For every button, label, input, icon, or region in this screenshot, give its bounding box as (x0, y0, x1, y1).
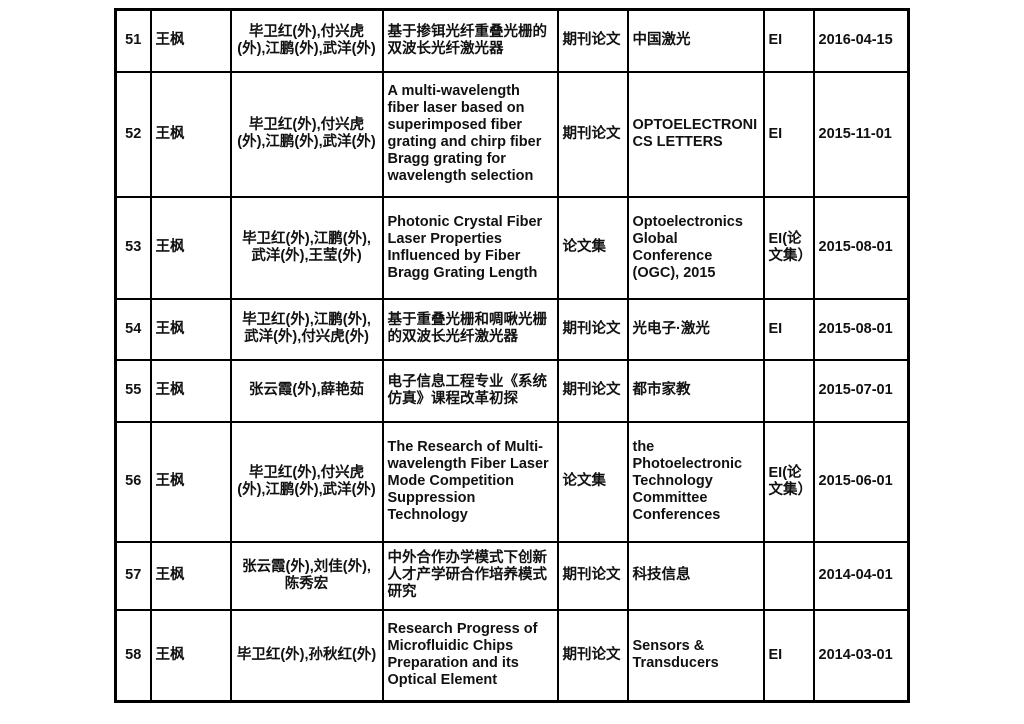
cell-coauthors: 毕卫红(外),付兴虎(外),江鹏(外),武洋(外) (229, 420, 384, 543)
table-row: 55 王枫 张云霞(外),薛艳茹 电子信息工程专业《系统仿真》课程改革初探 期刊… (114, 358, 910, 423)
cell-index-flag: EI (762, 8, 815, 73)
table-row: 53 王枫 毕卫红(外),江鹏(外),武洋(外),王莹(外) Photonic … (114, 195, 910, 300)
cell-teacher-name: 王枫 (149, 540, 232, 611)
cell-coauthors: 毕卫红(外),江鹏(外),武洋(外),王莹(外) (229, 195, 384, 300)
cell-journal-name: 科技信息 (626, 540, 765, 611)
cell-paper-title: 基于掺铒光纤重叠光栅的双波长光纤激光器 (381, 8, 559, 73)
cell-index-flag (762, 358, 815, 423)
cell-row-number: 57 (114, 540, 152, 611)
cell-publication-type: 论文集 (556, 195, 629, 300)
cell-row-number: 55 (114, 358, 152, 423)
table-row: 57 王枫 张云霞(外),刘佳(外),陈秀宏 中外合作办学模式下创新人才产学研合… (114, 540, 910, 611)
cell-paper-title: 电子信息工程专业《系统仿真》课程改革初探 (381, 358, 559, 423)
cell-publish-date: 2014-04-01 (812, 540, 910, 611)
cell-coauthors: 张云霞(外),薛艳茹 (229, 358, 384, 423)
cell-teacher-name: 王枫 (149, 8, 232, 73)
publications-table-body: 51 王枫 毕卫红(外),付兴虎(外),江鹏(外),武洋(外) 基于掺铒光纤重叠… (114, 8, 910, 703)
cell-publication-type: 期刊论文 (556, 358, 629, 423)
cell-publication-type: 期刊论文 (556, 8, 629, 73)
table-row: 54 王枫 毕卫红(外),江鹏(外),武洋(外),付兴虎(外) 基于重叠光栅和啁… (114, 297, 910, 361)
cell-coauthors: 张云霞(外),刘佳(外),陈秀宏 (229, 540, 384, 611)
cell-index-flag: EI(论文集） (762, 420, 815, 543)
cell-paper-title: A multi-wavelength fiber laser based on … (381, 70, 559, 198)
cell-publish-date: 2015-11-01 (812, 70, 910, 198)
cell-index-flag: EI(论文集） (762, 195, 815, 300)
cell-teacher-name: 王枫 (149, 358, 232, 423)
cell-publication-type: 期刊论文 (556, 608, 629, 703)
cell-journal-name: 光电子·激光 (626, 297, 765, 361)
cell-index-flag: EI (762, 608, 815, 703)
cell-row-number: 56 (114, 420, 152, 543)
cell-journal-name: Optoelectronics Global Conference (OGC),… (626, 195, 765, 300)
cell-publish-date: 2015-08-01 (812, 195, 910, 300)
cell-journal-name: the Photoelectronic Technology Committee… (626, 420, 765, 543)
table-row: 51 王枫 毕卫红(外),付兴虎(外),江鹏(外),武洋(外) 基于掺铒光纤重叠… (114, 8, 910, 73)
cell-teacher-name: 王枫 (149, 195, 232, 300)
cell-publish-date: 2016-04-15 (812, 8, 910, 73)
cell-coauthors: 毕卫红(外),付兴虎(外),江鹏(外),武洋(外) (229, 8, 384, 73)
cell-index-flag: EI (762, 70, 815, 198)
cell-index-flag: EI (762, 297, 815, 361)
cell-journal-name: 中国激光 (626, 8, 765, 73)
cell-teacher-name: 王枫 (149, 608, 232, 703)
cell-publication-type: 期刊论文 (556, 70, 629, 198)
cell-paper-title: 基于重叠光栅和啁啾光栅的双波长光纤激光器 (381, 297, 559, 361)
cell-publish-date: 2015-07-01 (812, 358, 910, 423)
cell-publication-type: 论文集 (556, 420, 629, 543)
cell-paper-title: 中外合作办学模式下创新人才产学研合作培养模式研究 (381, 540, 559, 611)
cell-row-number: 53 (114, 195, 152, 300)
cell-row-number: 54 (114, 297, 152, 361)
table-row: 58 王枫 毕卫红(外),孙秋红(外) Research Progress of… (114, 608, 910, 703)
cell-journal-name: Sensors & Transducers (626, 608, 765, 703)
cell-row-number: 52 (114, 70, 152, 198)
cell-publication-type: 期刊论文 (556, 297, 629, 361)
cell-row-number: 51 (114, 8, 152, 73)
cell-coauthors: 毕卫红(外),孙秋红(外) (229, 608, 384, 703)
cell-publish-date: 2015-08-01 (812, 297, 910, 361)
cell-publish-date: 2014-03-01 (812, 608, 910, 703)
cell-index-flag (762, 540, 815, 611)
table-row: 52 王枫 毕卫红(外),付兴虎(外),江鹏(外),武洋(外) A multi-… (114, 70, 910, 198)
cell-teacher-name: 王枫 (149, 420, 232, 543)
cell-coauthors: 毕卫红(外),江鹏(外),武洋(外),付兴虎(外) (229, 297, 384, 361)
cell-journal-name: 都市家教 (626, 358, 765, 423)
cell-publish-date: 2015-06-01 (812, 420, 910, 543)
cell-paper-title: The Research of Multi-wavelength Fiber L… (381, 420, 559, 543)
cell-teacher-name: 王枫 (149, 70, 232, 198)
table-row: 56 王枫 毕卫红(外),付兴虎(外),江鹏(外),武洋(外) The Rese… (114, 420, 910, 543)
cell-row-number: 58 (114, 608, 152, 703)
cell-paper-title: Photonic Crystal Fiber Laser Properties … (381, 195, 559, 300)
cell-teacher-name: 王枫 (149, 297, 232, 361)
publications-table: 51 王枫 毕卫红(外),付兴虎(外),江鹏(外),武洋(外) 基于掺铒光纤重叠… (114, 8, 910, 703)
cell-journal-name: OPTOELECTRONICS LETTERS (626, 70, 765, 198)
cell-publication-type: 期刊论文 (556, 540, 629, 611)
cell-paper-title: Research Progress of Microfluidic Chips … (381, 608, 559, 703)
cell-coauthors: 毕卫红(外),付兴虎(外),江鹏(外),武洋(外) (229, 70, 384, 198)
